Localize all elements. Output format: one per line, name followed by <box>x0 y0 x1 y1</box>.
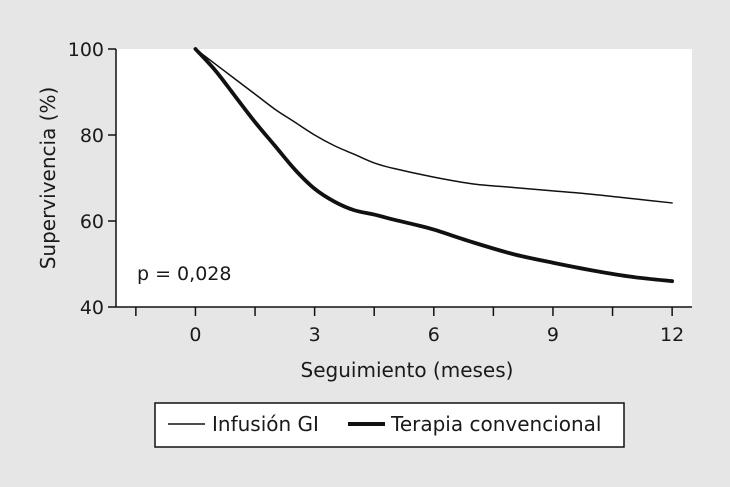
y-tick-label: 100 <box>68 39 104 61</box>
p-value-annotation: p = 0,028 <box>137 263 231 285</box>
x-tick-label: 3 <box>309 324 321 346</box>
y-tick-label: 80 <box>80 125 104 147</box>
y-tick-label: 60 <box>80 211 104 233</box>
x-tick-label: 12 <box>660 324 684 346</box>
y-ticks: 40 60 80 100 <box>68 39 116 319</box>
legend-label-conventional: Terapia convencional <box>390 412 601 436</box>
series-line-conventional <box>193 47 675 284</box>
x-axis-title: Seguimiento (meses) <box>301 358 514 382</box>
x-tick-label: 0 <box>189 324 201 346</box>
plot-background <box>116 49 692 307</box>
x-ticks: 0 3 6 9 12 <box>135 307 684 346</box>
series-layer <box>193 47 675 284</box>
legend: Infusión GI Terapia convencional <box>154 402 625 448</box>
series-line-infusion <box>194 48 673 204</box>
x-tick-label: 9 <box>547 324 559 346</box>
legend-box <box>154 402 625 448</box>
y-tick-label: 40 <box>80 297 104 319</box>
y-axis-title: Supervivencia (%) <box>36 87 60 270</box>
legend-label-infusion: Infusión GI <box>212 412 319 436</box>
x-tick-label: 6 <box>428 324 440 346</box>
